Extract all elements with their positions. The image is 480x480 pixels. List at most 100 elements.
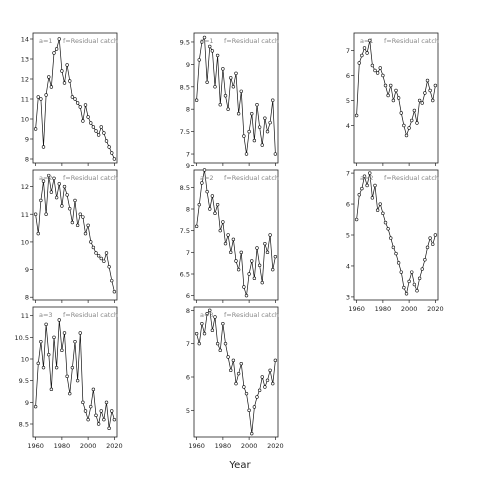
y-tick-label: 11 [21,211,29,219]
data-point [112,417,117,422]
data-point [404,133,409,138]
panel-4: 8 9 10 11 12 a=2 f=Residual catch [21,169,118,303]
data-point [194,331,199,336]
data-point [104,400,109,405]
data-point [36,361,40,366]
y-tick-label: 7.5 [180,227,190,235]
data-point [57,318,61,322]
data-point [239,250,243,255]
data-point [394,251,398,256]
data-point [81,215,85,219]
data-point [383,220,388,225]
data-point [73,198,77,203]
panel-frame [32,306,118,438]
x-tick-label: 2020 [106,442,123,450]
data-point [268,233,272,237]
y-tick-label: 6 [346,201,350,209]
panel-frame [353,32,439,164]
data-point [226,355,230,359]
panel-5: 6 6.5 7 7.5 8 8.5 9 a=2 f=Residual catch [180,162,279,303]
data-point [263,385,267,389]
data-point [52,335,56,340]
x-tick-label: 1980 [215,442,232,450]
data-point [399,270,403,274]
data-point [354,113,359,118]
data-point [255,395,259,399]
data-point [244,152,249,156]
data-point [370,196,375,200]
data-point [194,224,199,229]
panel-label-f: f=Residual catch [224,37,279,45]
data-point [420,267,424,271]
data-point [197,341,201,346]
data-point [221,321,225,326]
data-point [242,134,246,138]
data-point [89,404,93,409]
x-tick-label: 1980 [54,442,71,450]
data-point [86,223,90,228]
data-point [273,254,278,259]
data-point [86,417,90,422]
data-point [431,242,435,246]
data-point [252,138,257,143]
y-tick-label: 13 [21,56,29,64]
data-point [78,105,82,109]
data-point [41,179,46,183]
data-point [75,378,80,383]
panel-label-f: f=Residual catch [63,311,118,319]
data-point [110,278,114,283]
data-point [234,381,238,386]
data-point [44,212,48,216]
data-point [234,71,238,76]
data-point [60,348,64,353]
data-point [263,241,267,246]
data-point [65,193,69,197]
y-tick-label: 9 [186,61,190,69]
panel-label-f: f=Residual catch [63,37,118,45]
y-tick-label: 7 [346,170,350,178]
y-tick-label: 6.5 [180,271,190,279]
data-point [112,290,117,294]
panel-1: 8 9 10 11 12 13 14 a=1 f=Residual catch [21,32,118,166]
data-point [362,46,367,50]
data-point [383,83,388,88]
data-point [202,168,207,172]
data-point [65,374,69,379]
data-point [36,95,40,99]
y-tick-label: 9 [25,399,29,407]
data-point [431,98,435,103]
panel-label-f: f=Residual catch [384,37,439,45]
data-point [70,220,75,225]
series-line [196,309,276,434]
data-point [250,259,254,263]
data-point [39,198,43,203]
data-point [242,285,246,289]
data-point [68,79,72,83]
data-point [208,44,212,49]
y-tick-label: 5 [346,97,350,105]
y-tick-label: 14 [21,36,29,44]
data-point [200,321,204,326]
data-point [208,207,212,211]
data-point [223,341,228,346]
data-point [410,118,414,123]
data-point [417,276,422,281]
data-point [86,115,90,119]
data-point [250,431,254,436]
panel-label-f: f=Residual catch [384,174,439,182]
data-point [242,385,246,389]
data-point [425,78,430,83]
data-point [104,251,109,255]
data-point [36,231,40,236]
data-point [362,174,367,178]
x-tick-label: 1960 [348,305,365,313]
y-tick-label: 7.5 [180,128,190,136]
data-point [70,365,75,370]
data-point [99,125,103,129]
data-point [257,388,262,393]
data-point [39,97,43,101]
data-point [247,129,251,134]
panel-frame [32,169,118,301]
data-point [229,76,233,80]
